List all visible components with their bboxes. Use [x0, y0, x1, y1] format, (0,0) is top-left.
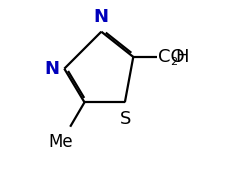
Text: H: H [175, 48, 189, 66]
Text: CO: CO [158, 48, 184, 66]
Text: N: N [44, 60, 59, 78]
Text: Me: Me [49, 133, 73, 151]
Text: 2: 2 [170, 57, 177, 67]
Text: N: N [93, 8, 108, 26]
Text: S: S [120, 110, 131, 128]
